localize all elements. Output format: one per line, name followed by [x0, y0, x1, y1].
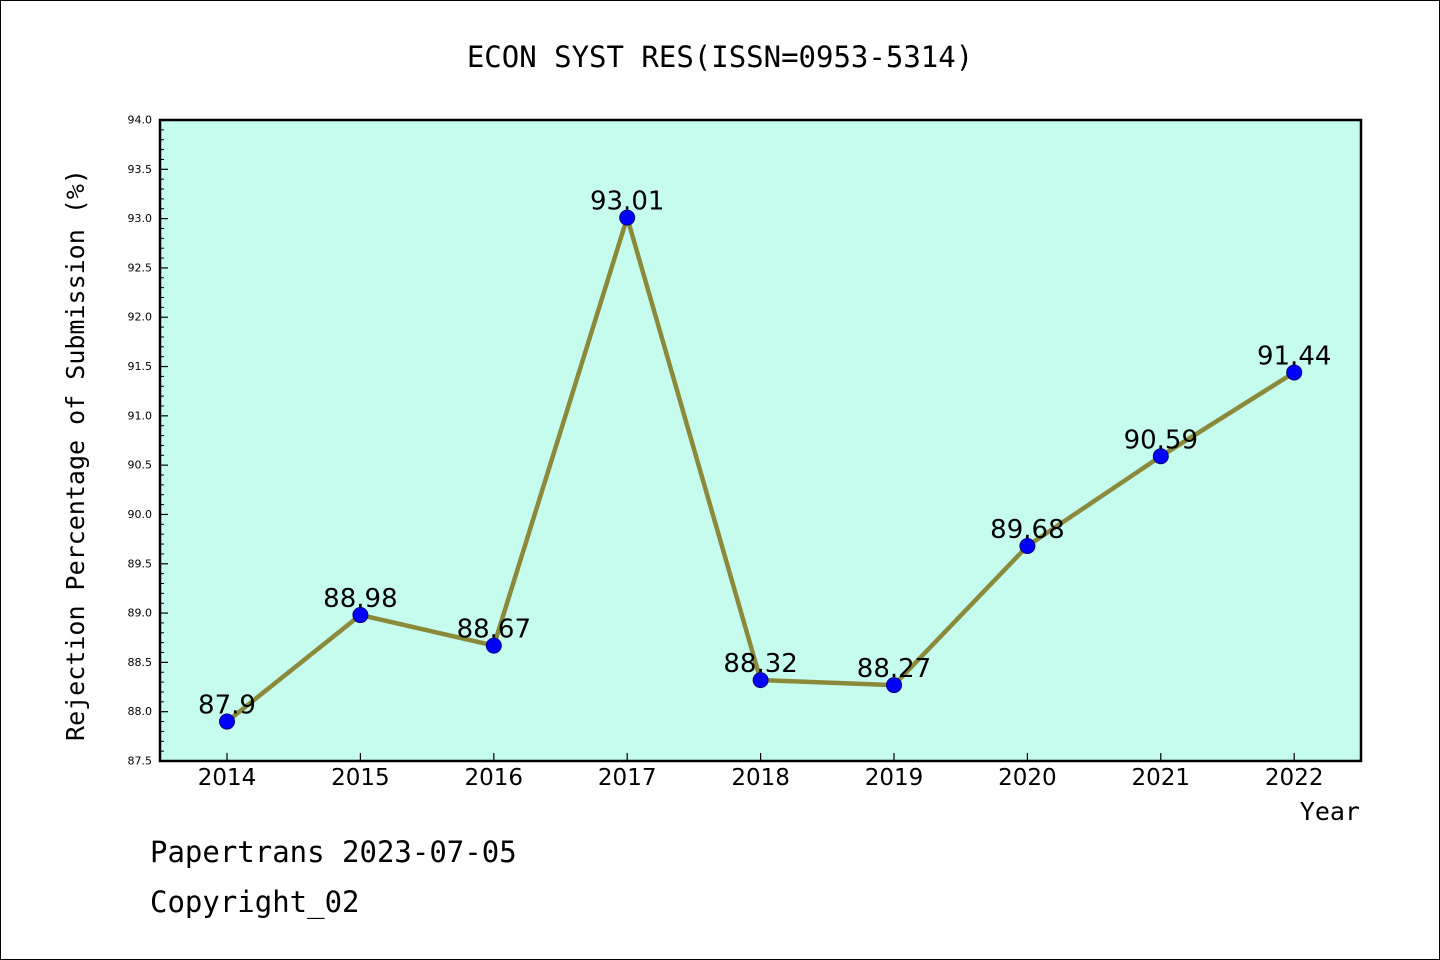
x-tick-label: 2016 — [465, 765, 524, 791]
x-tick-label: 2020 — [998, 765, 1057, 791]
data-point-marker — [352, 607, 369, 624]
chart-title: ECON SYST RES(ISSN=0953-5314) — [467, 40, 973, 74]
footer-copyright-text: Copyright_02 — [150, 885, 360, 919]
data-point-marker — [886, 677, 902, 694]
y-tick-label: 91.0 — [128, 409, 153, 422]
plot-area — [158, 118, 1363, 763]
data-label: 88.67 — [457, 615, 531, 645]
data-point-marker — [619, 209, 636, 226]
y-tick-label: 92.0 — [128, 311, 153, 324]
x-axis-ticks: 2014 2015 2016 2017 2018 2019 2020 2021 2022 — [198, 753, 1324, 791]
x-tick-label: 2017 — [598, 765, 657, 791]
x-axis-label: Year — [1300, 797, 1360, 826]
x-tick-label: 2019 — [865, 765, 924, 791]
x-tick-label: 2015 — [331, 765, 390, 791]
x-tick-label: 2018 — [731, 765, 790, 791]
data-label: 87.9 — [198, 691, 256, 721]
data-label: 90.59 — [1124, 425, 1198, 455]
y-axis-label: Rejection Percentage of Submission (%) — [61, 169, 90, 741]
data-label: 93.01 — [590, 187, 664, 217]
y-tick-label: 89.0 — [128, 607, 153, 620]
data-label: 88.98 — [323, 584, 397, 614]
y-tick-label: 92.5 — [128, 261, 153, 274]
footer-date-text: Papertrans 2023-07-05 — [150, 835, 517, 869]
y-axis-ticks: 87.5 88.0 88.5 89.0 89.5 90.0 90.5 91.0 91.5 92.0… — [128, 114, 168, 768]
y-tick-label: 90.0 — [128, 508, 153, 521]
y-tick-label: 89.5 — [128, 557, 153, 570]
y-tick-label: 88.5 — [128, 656, 153, 669]
x-tick-label: 2014 — [198, 765, 257, 791]
data-label: 88.27 — [857, 654, 931, 684]
data-point-marker — [1152, 448, 1169, 465]
y-tick-label: 94.0 — [128, 114, 153, 127]
data-label: 89.68 — [990, 515, 1064, 545]
data-point-marker — [752, 672, 769, 689]
y-tick-label: 90.5 — [128, 459, 153, 472]
data-label: 88.32 — [723, 649, 797, 679]
data-label: 91.44 — [1257, 341, 1331, 371]
x-tick-label: 2021 — [1132, 765, 1191, 791]
y-tick-label: 88.0 — [128, 705, 153, 718]
x-tick-label: 2022 — [1265, 765, 1324, 791]
y-tick-label: 91.5 — [128, 360, 153, 373]
data-point-marker — [219, 713, 235, 730]
data-point-marker — [1286, 364, 1303, 381]
y-tick-label: 93.5 — [128, 163, 153, 176]
y-tick-label: 87.5 — [128, 755, 153, 768]
data-labels: 87.9 88.98 88.67 93.01 88.32 88.27 89.68 90.59 9… — [198, 187, 1331, 721]
data-point-marker — [1019, 538, 1036, 555]
y-tick-label: 93.0 — [128, 212, 153, 225]
data-point-marker — [485, 637, 502, 654]
data-points — [219, 209, 1303, 730]
